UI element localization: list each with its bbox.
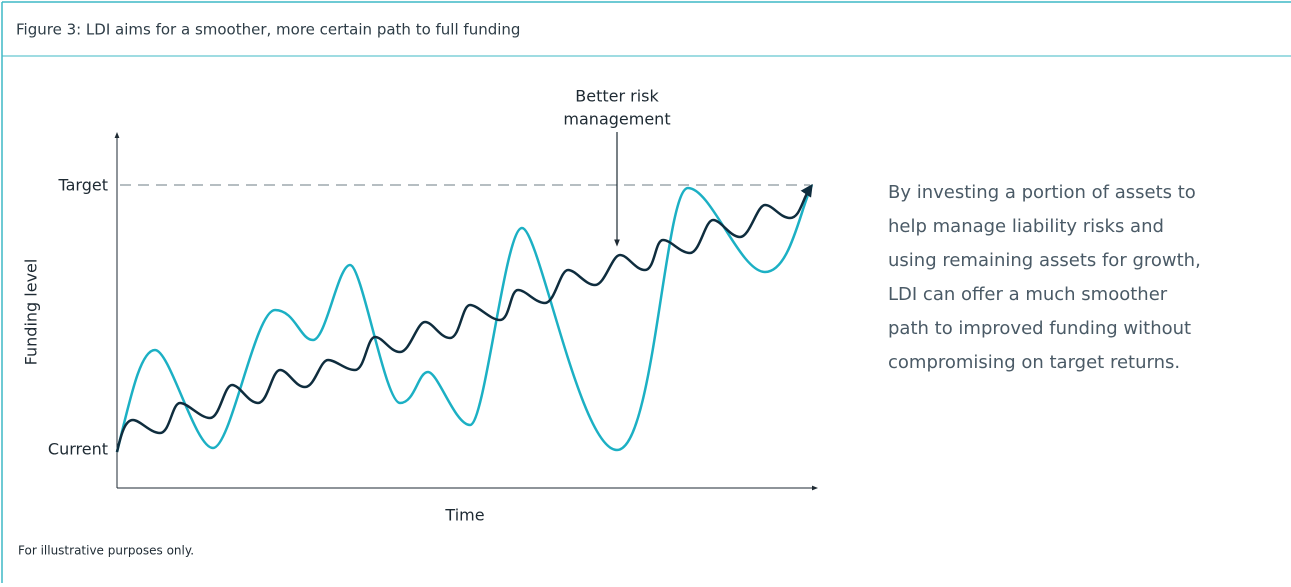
target-label: Target	[58, 176, 109, 195]
volatile-path	[115, 184, 814, 453]
description-line: using remaining assets for growth,	[888, 250, 1201, 271]
ldi-path	[115, 183, 813, 453]
footnote: For illustrative purposes only.	[18, 544, 194, 558]
x-axis-label: Time	[444, 506, 484, 525]
description-line: LDI can offer a much smoother	[888, 284, 1168, 305]
description-line: compromising on target returns.	[888, 352, 1180, 373]
current-label: Current	[48, 440, 108, 459]
y-axis-label: Funding level	[22, 259, 41, 366]
description-line: path to improved funding without	[888, 318, 1191, 339]
annotation-line: Better risk	[575, 87, 659, 106]
annotation-line: management	[563, 110, 670, 129]
description-line: By investing a portion of assets to	[888, 182, 1196, 203]
title: Figure 3: LDI aims for a smoother, more …	[16, 21, 520, 39]
description-line: help manage liability risks and	[888, 216, 1164, 237]
